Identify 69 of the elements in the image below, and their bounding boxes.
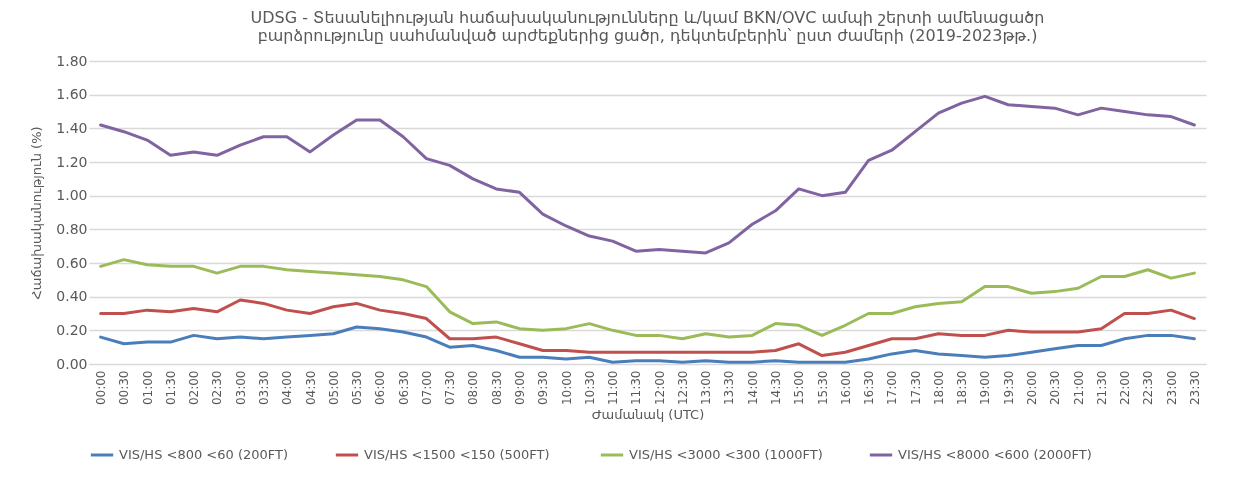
x-tick-label: 14:30: [768, 370, 783, 406]
y-tick-label: 1.20: [56, 153, 88, 170]
x-tick-label: 07:00: [419, 370, 434, 406]
y-tick-label: 0.40: [56, 288, 88, 305]
y-tick-label: 0.00: [56, 355, 88, 372]
y-tick-label: 1.40: [56, 119, 88, 136]
line-series: [99, 298, 1196, 358]
x-tick-label: 11:30: [629, 370, 644, 406]
chart-title: UDSG - Տեսանելիության հաճախականությունները և/կամ BKN/OVC ամպի շերտի ամենացածր բարձրությունը սահմանված արժեքներից ցածր, դեկտեմբերին՝ ըստ ժամերի (2019-2023թթ.): [250, 8, 1045, 45]
x-tick-label: 18:30: [955, 370, 970, 406]
x-tick-label: 15:00: [792, 370, 807, 406]
x-tick-label: 20:30: [1048, 370, 1063, 406]
x-tick-label: 09:00: [513, 370, 528, 406]
x-tick-label: 16:00: [838, 370, 853, 406]
y-tick-label: 0.60: [56, 254, 88, 271]
x-tick-label: 04:00: [280, 370, 295, 406]
x-tick-label: 09:30: [536, 370, 551, 406]
x-tick-label: 12:00: [652, 370, 667, 406]
x-tick-label: 06:00: [373, 370, 388, 406]
y-tick-label: 1.00: [56, 187, 88, 204]
x-tick-label: 06:30: [396, 370, 411, 406]
x-tick-label: 11:00: [606, 370, 621, 406]
x-tick-label: 22:30: [1141, 370, 1156, 406]
x-tick-label: 23:30: [1187, 370, 1202, 406]
x-tick-label: 17:30: [908, 370, 923, 406]
y-tick-label: 0.20: [56, 321, 88, 338]
x-tick-label: 21:00: [1071, 370, 1086, 406]
x-tick-label: 16:30: [862, 370, 877, 406]
x-tick-label: 08:30: [489, 370, 504, 406]
x-tick-label: 03:00: [233, 370, 248, 406]
x-tick-label: 17:00: [885, 370, 900, 406]
x-tick-label: 07:30: [443, 370, 458, 406]
x-tick-label: 02:00: [187, 370, 202, 406]
y-axis-title: Հաճախականություն (%): [29, 126, 45, 300]
y-tick-label: 0.80: [56, 220, 88, 237]
x-tick-label: 19:00: [978, 370, 993, 406]
legend-label: VIS/HS <1500 <150 (500FT): [364, 447, 550, 462]
line-series: [99, 325, 1196, 364]
legend-label: VIS/HS <800 <60 (200FT): [119, 447, 289, 462]
x-tick-label: 21:30: [1094, 370, 1109, 406]
x-tick-label: 04:30: [303, 370, 318, 406]
x-tick-label: 10:30: [582, 370, 597, 406]
x-axis-title: Ժամանակ (UTC): [591, 407, 705, 423]
x-tick-label: 00:30: [117, 370, 132, 406]
x-tick-label: 19:30: [1001, 370, 1016, 406]
x-tick-label: 01:00: [140, 370, 155, 406]
x-tick-label: 15:30: [815, 370, 830, 406]
x-tick-label: 22:00: [1118, 370, 1133, 406]
x-tick-label: 12:30: [675, 370, 690, 406]
legend-label: VIS/HS <3000 <300 (1000FT): [629, 447, 823, 462]
x-tick-label: 01:30: [163, 370, 178, 406]
x-tick-label: 18:00: [931, 370, 946, 406]
x-tick-label: 08:00: [466, 370, 481, 406]
x-tick-label: 13:30: [722, 370, 737, 406]
x-tick-label: 03:30: [257, 370, 272, 406]
x-tick-label: 00:00: [94, 370, 109, 406]
x-tick-label: 20:00: [1024, 370, 1039, 406]
line-series: [99, 258, 1196, 341]
x-tick-label: 05:30: [350, 370, 365, 406]
x-tick-label: 13:00: [699, 370, 714, 406]
x-tick-label: 10:00: [559, 370, 574, 406]
legend-label: VIS/HS <8000 <600 (2000FT): [898, 447, 1092, 462]
y-tick-label: 1.60: [56, 86, 88, 103]
x-tick-label: 14:00: [745, 370, 760, 406]
x-tick-label: 05:00: [326, 370, 341, 406]
line-series: [99, 94, 1196, 255]
x-tick-label: 23:00: [1164, 370, 1179, 406]
y-tick-label: 1.80: [56, 52, 88, 69]
x-tick-label: 02:30: [210, 370, 225, 406]
